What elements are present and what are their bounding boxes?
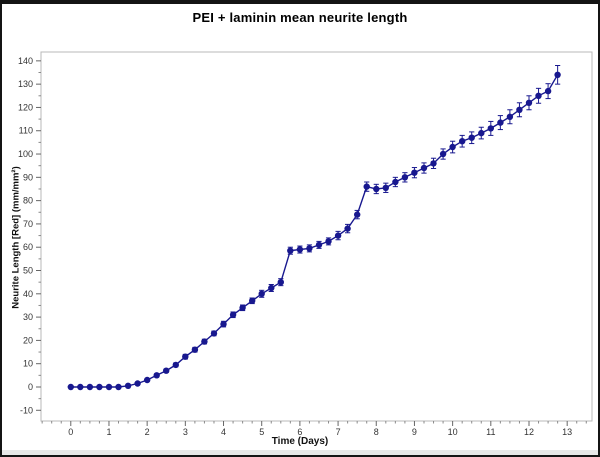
y-tick-label: 110 — [19, 126, 33, 136]
y-tick-label: 100 — [18, 149, 33, 159]
x-tick-label: 8 — [374, 427, 379, 437]
bottom-strip — [2, 450, 598, 455]
x-tick-label: 9 — [412, 427, 417, 437]
plot-border — [40, 51, 593, 422]
x-tick-label: 1 — [106, 427, 111, 437]
data-point — [144, 376, 151, 384]
data-point — [344, 225, 351, 232]
x-axis-label: Time (Days) — [271, 436, 329, 447]
data-point — [363, 183, 370, 190]
data-point — [506, 113, 514, 121]
data-point — [354, 211, 361, 218]
data-point — [487, 125, 494, 132]
y-tick-label: 10 — [23, 359, 33, 369]
data-point — [430, 160, 437, 167]
data-point — [325, 238, 332, 245]
y-tick-label: 140 — [18, 56, 33, 66]
y-tick-label: 130 — [18, 79, 33, 89]
data-point — [86, 383, 94, 391]
data-point — [296, 246, 304, 253]
data-point — [163, 367, 170, 374]
y-tick-label: 40 — [23, 289, 33, 299]
data-point — [554, 71, 561, 79]
data-point — [277, 279, 284, 286]
data-point — [201, 338, 208, 345]
data-point — [239, 304, 246, 311]
y-tick-label: 30 — [23, 312, 33, 322]
x-tick-label: 4 — [221, 427, 226, 437]
data-point — [105, 383, 113, 391]
y-tick-label: 80 — [23, 196, 33, 206]
x-tick-label: 13 — [562, 427, 572, 437]
y-tick-label: 20 — [23, 335, 33, 345]
data-point — [468, 134, 475, 141]
data-point — [182, 353, 189, 360]
data-point — [191, 346, 199, 353]
series-line — [70, 74, 559, 388]
data-point — [544, 87, 552, 95]
data-point — [67, 383, 75, 391]
data-point — [172, 361, 179, 369]
x-tick-label: 0 — [68, 427, 73, 437]
data-point — [258, 290, 265, 297]
data-point — [287, 247, 294, 254]
data-point — [411, 169, 418, 176]
y-tick-label: 120 — [18, 102, 33, 112]
x-tick-label: 6 — [297, 427, 302, 437]
data-point — [268, 284, 275, 292]
data-point — [439, 150, 447, 158]
data-point — [210, 330, 218, 337]
y-tick-label: 0 — [28, 382, 33, 392]
data-point — [478, 129, 485, 137]
y-tick-label: 60 — [23, 242, 33, 252]
data-point — [315, 241, 323, 249]
data-point — [306, 245, 313, 252]
x-tick-label: 10 — [448, 427, 458, 437]
x-tick-label: 5 — [259, 427, 264, 437]
y-tick-label: 50 — [23, 266, 33, 276]
y-tick-label: 90 — [23, 172, 33, 182]
data-point — [392, 178, 399, 186]
x-tick-label: 12 — [524, 427, 534, 437]
data-point — [401, 174, 409, 181]
data-point — [77, 383, 84, 391]
data-point — [115, 383, 122, 391]
x-tick-label: 7 — [336, 427, 341, 437]
data-point — [134, 380, 141, 387]
data-point — [96, 383, 103, 391]
data-point — [220, 320, 227, 328]
data-point — [249, 297, 256, 304]
data-point — [373, 185, 380, 193]
x-tick-label: 11 — [486, 427, 495, 437]
data-point — [525, 99, 533, 107]
y-tick-label: 70 — [23, 219, 33, 229]
data-point — [497, 119, 504, 126]
data-point — [124, 382, 132, 389]
data-point — [229, 311, 237, 318]
data-point — [334, 232, 342, 239]
x-tick-label: 3 — [183, 427, 188, 437]
chart-title: PEI + laminin mean neurite length — [192, 10, 408, 25]
data-point — [459, 138, 466, 145]
data-point — [382, 184, 389, 191]
data-point — [420, 164, 428, 172]
data-point — [535, 92, 542, 100]
data-point — [153, 372, 160, 379]
data-point — [516, 106, 523, 114]
data-point — [449, 143, 456, 151]
y-tick-label: -10 — [20, 405, 33, 415]
x-tick-label: 2 — [145, 427, 150, 437]
